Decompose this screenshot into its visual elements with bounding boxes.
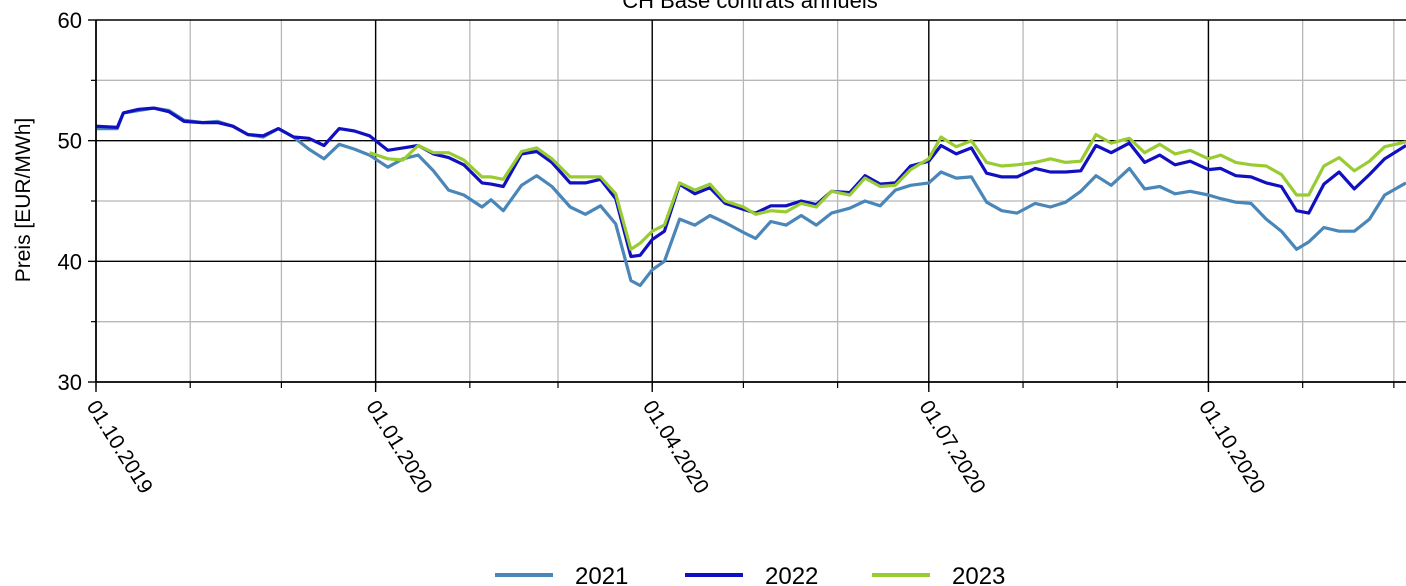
chart-title: CH Base contrats annuels	[622, 0, 878, 13]
x-tick-label: 01.01.2020	[361, 396, 436, 497]
axis-layer: 30 40 50 60 01.10.2019 01.01.2020 01.04.2020 01…	[58, 8, 1406, 498]
grid-layer	[95, 19, 1406, 383]
y-tick-label: 40	[58, 249, 82, 274]
x-tick-label: 01.10.2020	[1194, 396, 1269, 497]
legend-label-2022: 2022	[765, 563, 818, 586]
x-tick-label: 01.10.2019	[82, 396, 157, 497]
x-tick-label: 01.04.2020	[638, 396, 713, 497]
legend-label-2021: 2021	[575, 563, 628, 586]
legend-label-2023: 2023	[952, 563, 1005, 586]
y-tick-label: 30	[58, 370, 82, 395]
y-axis-label: Preis [EUR/MWh]	[12, 118, 35, 283]
y-tick-label: 60	[58, 8, 82, 33]
x-tick-label: 01.07.2020	[915, 396, 990, 497]
series-line-2023	[368, 133, 1406, 251]
series-line-2022	[95, 106, 1406, 259]
y-tick-label: 50	[58, 129, 82, 154]
series-layer	[95, 106, 1406, 288]
series-line-2021	[96, 106, 1406, 288]
legend: 2021 2022 2023	[495, 563, 1005, 586]
